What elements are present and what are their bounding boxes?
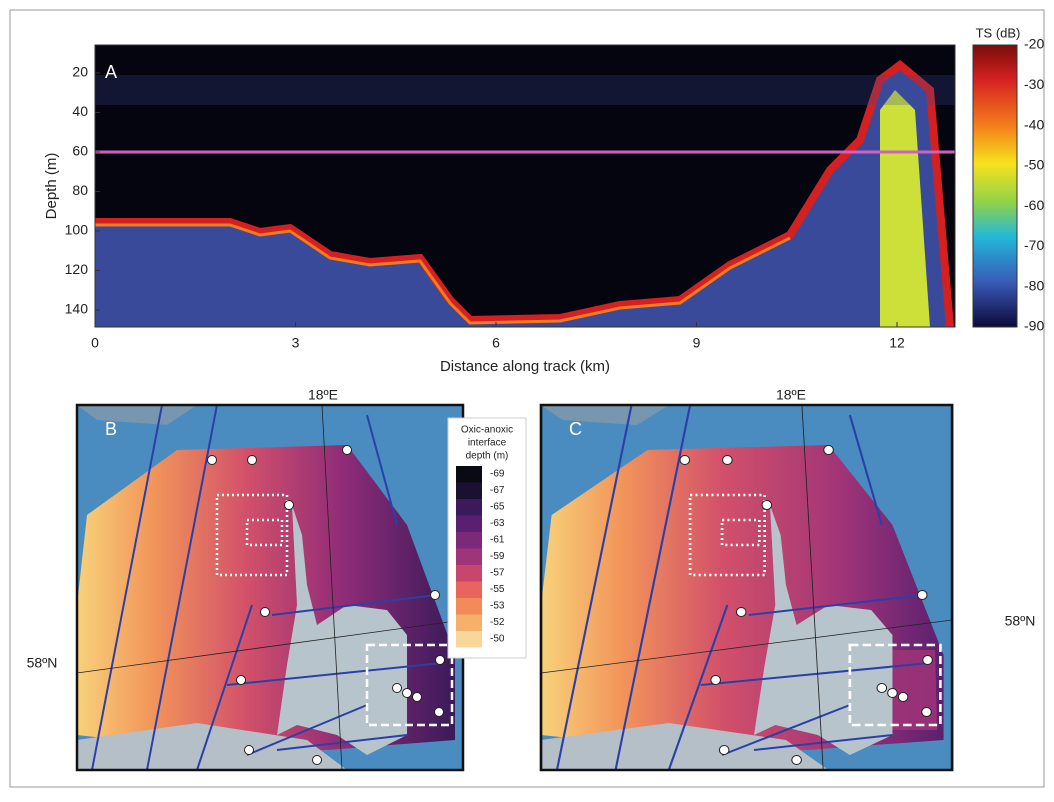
colorbar-tick-label: -20 [1024,36,1044,52]
lat-label: 58ºN [1005,613,1036,629]
station [923,656,933,665]
station [413,693,422,702]
legend-value: -59 [490,551,505,562]
legend-value: -63 [490,518,505,529]
station [393,684,402,693]
colorbar-tick-label: -90 [1024,318,1044,334]
legend-swatch [456,565,482,582]
map-c [541,405,952,770]
station [711,676,721,685]
legend-swatch [456,549,482,566]
colorbar-tick-label: -50 [1024,157,1044,173]
station [736,608,746,617]
station [436,656,445,665]
x-tick-label: 0 [91,335,99,351]
x-tick-label: 12 [889,335,905,351]
lat-label: 58ºN [27,655,58,671]
y-tick-label: 40 [72,103,88,119]
y-tick-label: 80 [72,182,88,198]
station [237,676,246,685]
legend-swatch [456,532,482,549]
colorbar [973,45,1017,327]
lon-label: 18ºE [308,387,338,403]
legend-value: -50 [490,634,505,645]
legend-title: Oxic-anoxic [461,425,513,436]
echogram [95,45,955,327]
station [723,456,733,465]
colorbar-tick-label: -30 [1024,76,1044,92]
colorbar-title: TS (dB) [976,25,1021,40]
station [888,689,898,698]
x-tick-label: 6 [492,335,500,351]
x-tick-label: 9 [693,335,701,351]
y-tick-label: 20 [72,64,88,80]
legend-swatch [456,615,482,632]
legend-value: -53 [490,601,505,612]
station [208,456,217,465]
station [313,756,322,765]
station [261,608,270,617]
station [762,501,772,510]
panel-label: B [105,419,117,439]
y-tick-label: 100 [65,222,89,238]
x-tick-label: 3 [292,335,300,351]
station [917,591,927,600]
station [343,446,352,455]
station [792,756,802,765]
legend-title: interface [468,438,507,449]
lon-label: 18ºE [776,387,806,403]
legend-swatch [456,598,482,615]
station [824,446,834,455]
station [898,693,908,702]
station [403,689,412,698]
station [435,708,444,717]
legend-title: depth (m) [466,451,509,462]
station [285,501,294,510]
legend-value: -69 [490,469,505,480]
figure: A Depth (m) Distance along track (km) TS… [0,0,1054,797]
colorbar-tick-label: -80 [1024,277,1044,293]
station [680,456,690,465]
station [245,746,254,755]
panel-label: A [105,62,117,82]
colorbar-tick-label: -40 [1024,116,1044,132]
legend-swatch [456,516,482,533]
colorbar-tick-label: -70 [1024,237,1044,253]
x-axis-label: Distance along track (km) [440,358,610,375]
map-b [77,405,463,770]
station [719,746,729,755]
station [248,456,257,465]
y-tick-label: 60 [72,143,88,159]
legend-swatch [456,499,482,516]
legend-value: -55 [490,584,505,595]
station [431,591,440,600]
y-tick-label: 140 [65,301,89,317]
legend-swatch [456,466,482,483]
station [877,684,887,693]
station [922,708,932,717]
legend-value: -65 [490,502,505,513]
legend-swatch [456,631,482,648]
legend-value: -52 [490,617,505,628]
colorbar-tick-label: -60 [1024,197,1044,213]
panel-label: C [569,419,582,439]
legend-value: -67 [490,485,505,496]
legend-swatch [456,582,482,599]
legend-swatch [456,483,482,500]
legend-value: -61 [490,535,505,546]
y-axis-label: Depth (m) [43,153,60,220]
y-tick-label: 120 [65,261,89,277]
legend-value: -57 [490,568,505,579]
